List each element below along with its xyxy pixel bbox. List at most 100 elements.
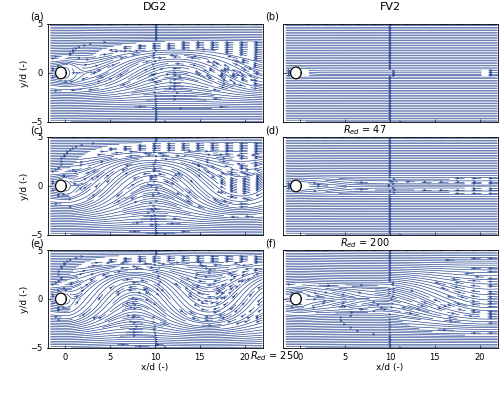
FancyArrowPatch shape: [389, 148, 391, 150]
FancyArrowPatch shape: [174, 174, 176, 176]
FancyArrowPatch shape: [177, 172, 180, 174]
FancyArrowPatch shape: [389, 38, 391, 40]
FancyArrowPatch shape: [198, 45, 199, 47]
FancyArrowPatch shape: [242, 61, 244, 62]
FancyArrowPatch shape: [241, 261, 243, 263]
FancyArrowPatch shape: [389, 149, 391, 151]
FancyArrowPatch shape: [256, 148, 258, 150]
FancyArrowPatch shape: [159, 280, 161, 282]
FancyArrowPatch shape: [210, 69, 212, 71]
FancyArrowPatch shape: [389, 173, 391, 174]
FancyArrowPatch shape: [154, 81, 156, 83]
FancyArrowPatch shape: [156, 187, 158, 188]
FancyArrowPatch shape: [230, 79, 232, 81]
FancyArrowPatch shape: [106, 175, 108, 177]
FancyArrowPatch shape: [52, 302, 54, 304]
FancyArrowPatch shape: [200, 264, 202, 266]
FancyArrowPatch shape: [256, 23, 258, 25]
FancyArrowPatch shape: [389, 116, 391, 118]
FancyArrowPatch shape: [198, 43, 199, 45]
FancyArrowPatch shape: [257, 304, 260, 306]
FancyArrowPatch shape: [392, 75, 394, 77]
FancyArrowPatch shape: [230, 189, 232, 191]
FancyArrowPatch shape: [168, 257, 170, 259]
FancyArrowPatch shape: [198, 299, 200, 300]
FancyArrowPatch shape: [258, 311, 260, 313]
FancyArrowPatch shape: [224, 69, 226, 71]
FancyArrowPatch shape: [473, 23, 475, 25]
FancyArrowPatch shape: [356, 330, 358, 332]
FancyArrowPatch shape: [490, 178, 492, 180]
FancyArrowPatch shape: [102, 275, 104, 276]
FancyArrowPatch shape: [243, 265, 245, 267]
FancyArrowPatch shape: [389, 205, 391, 207]
FancyArrowPatch shape: [155, 254, 157, 256]
FancyArrowPatch shape: [154, 214, 156, 216]
FancyArrowPatch shape: [155, 155, 157, 157]
FancyArrowPatch shape: [148, 154, 150, 156]
FancyArrowPatch shape: [102, 136, 103, 138]
FancyArrowPatch shape: [155, 35, 157, 37]
FancyArrowPatch shape: [256, 195, 258, 197]
FancyArrowPatch shape: [230, 180, 232, 182]
FancyArrowPatch shape: [389, 111, 391, 113]
FancyArrowPatch shape: [358, 249, 360, 251]
FancyArrowPatch shape: [374, 249, 376, 251]
FancyArrowPatch shape: [189, 295, 191, 297]
FancyArrowPatch shape: [394, 189, 396, 191]
Y-axis label: y/d (-): y/d (-): [20, 59, 29, 87]
Text: (c): (c): [30, 125, 44, 135]
FancyArrowPatch shape: [490, 332, 492, 334]
FancyArrowPatch shape: [389, 338, 391, 340]
FancyArrowPatch shape: [64, 154, 66, 156]
FancyArrowPatch shape: [69, 206, 71, 208]
FancyArrowPatch shape: [389, 31, 391, 33]
FancyArrowPatch shape: [390, 23, 392, 25]
FancyArrowPatch shape: [182, 259, 184, 261]
FancyArrowPatch shape: [154, 174, 156, 176]
FancyArrowPatch shape: [147, 212, 149, 214]
FancyArrowPatch shape: [198, 174, 200, 176]
FancyArrowPatch shape: [256, 41, 258, 43]
FancyArrowPatch shape: [110, 261, 112, 263]
FancyArrowPatch shape: [84, 178, 86, 180]
FancyArrowPatch shape: [389, 222, 391, 224]
FancyArrowPatch shape: [197, 146, 199, 148]
FancyArrowPatch shape: [75, 257, 77, 259]
FancyArrowPatch shape: [236, 286, 238, 288]
FancyArrowPatch shape: [389, 201, 391, 203]
FancyArrowPatch shape: [314, 292, 316, 294]
FancyArrowPatch shape: [139, 259, 141, 261]
FancyArrowPatch shape: [389, 159, 391, 161]
FancyArrowPatch shape: [421, 304, 423, 306]
Text: (e): (e): [30, 238, 44, 248]
FancyArrowPatch shape: [456, 281, 458, 283]
FancyArrowPatch shape: [255, 53, 257, 55]
FancyArrowPatch shape: [490, 189, 492, 191]
FancyArrowPatch shape: [256, 256, 258, 257]
FancyArrowPatch shape: [392, 187, 394, 189]
FancyArrowPatch shape: [168, 46, 170, 48]
FancyArrowPatch shape: [256, 182, 258, 183]
FancyArrowPatch shape: [248, 310, 251, 313]
FancyArrowPatch shape: [490, 312, 492, 314]
FancyArrowPatch shape: [389, 202, 391, 204]
FancyArrowPatch shape: [223, 304, 226, 306]
FancyArrowPatch shape: [374, 136, 376, 138]
FancyArrowPatch shape: [255, 164, 257, 166]
FancyArrowPatch shape: [244, 172, 246, 174]
FancyArrowPatch shape: [57, 306, 59, 308]
FancyArrowPatch shape: [156, 344, 158, 346]
FancyArrowPatch shape: [374, 23, 376, 25]
FancyArrowPatch shape: [389, 86, 391, 88]
FancyArrowPatch shape: [134, 304, 136, 306]
FancyArrowPatch shape: [389, 76, 391, 78]
FancyArrowPatch shape: [360, 284, 362, 286]
FancyArrowPatch shape: [154, 46, 156, 48]
FancyArrowPatch shape: [226, 257, 228, 259]
FancyArrowPatch shape: [444, 329, 446, 331]
FancyArrowPatch shape: [55, 90, 57, 92]
FancyArrowPatch shape: [292, 301, 294, 302]
FancyArrowPatch shape: [133, 315, 135, 317]
FancyArrowPatch shape: [116, 50, 117, 52]
